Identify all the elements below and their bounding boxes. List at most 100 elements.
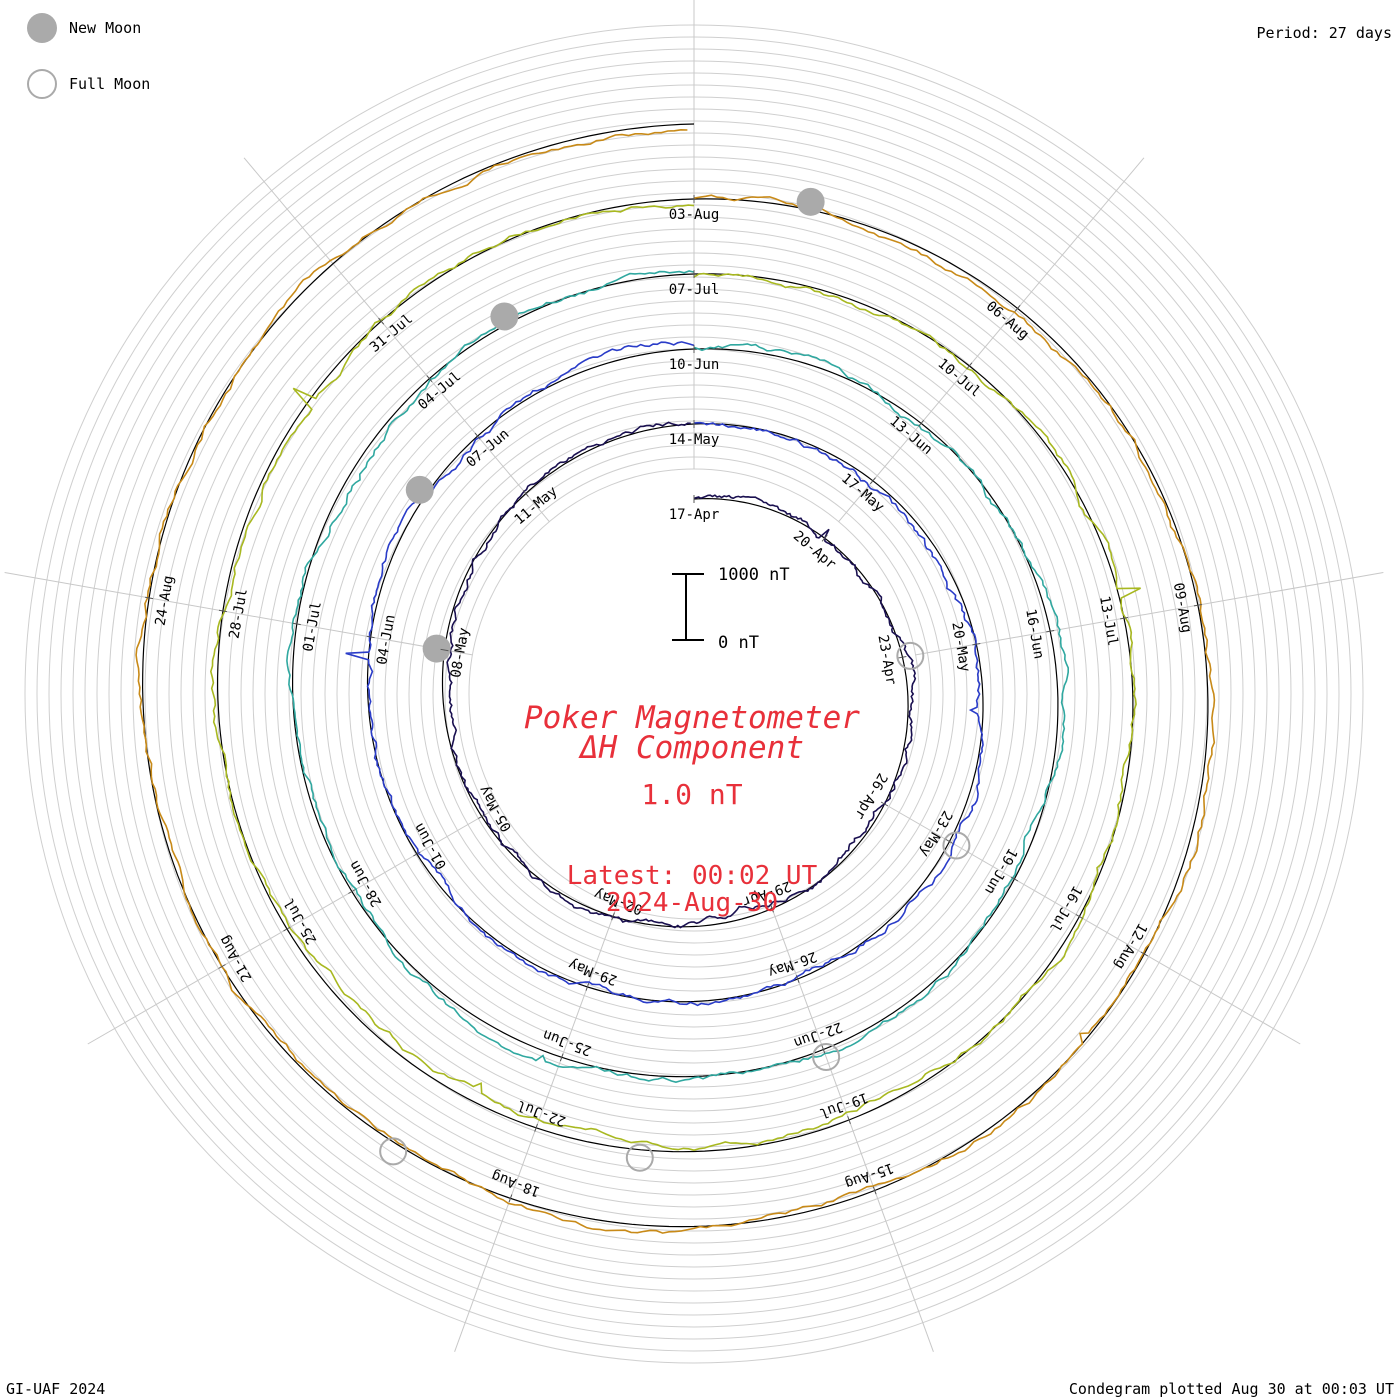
- date-label: 07-Jul: [669, 282, 720, 298]
- date-tick: [218, 609, 227, 613]
- scale-bottom-label: 0 nT: [718, 633, 759, 653]
- trace-4: [209, 204, 1141, 1152]
- full-moon-marker: [942, 831, 971, 860]
- chart-title: Poker Magnetometer: [524, 700, 860, 736]
- date-tick: [348, 889, 356, 894]
- date-tick: [478, 814, 486, 819]
- new-moon-label: New Moon: [69, 19, 142, 37]
- date-tick: [918, 419, 925, 427]
- date-tick: [522, 490, 529, 497]
- date-tick: [821, 1045, 826, 1054]
- trace-2: [345, 341, 984, 1007]
- date-tick: [585, 982, 590, 991]
- grid-spoke: [888, 806, 1301, 1045]
- trace-5: [135, 128, 1216, 1234]
- date-tick: [1140, 951, 1149, 957]
- date-tick: [869, 477, 876, 485]
- date-label: 31-Jul: [367, 311, 416, 356]
- date-tick: [218, 964, 226, 969]
- chart-grid: [4, 0, 1384, 1364]
- date-tick: [1193, 603, 1202, 607]
- trace-3: [286, 270, 1069, 1084]
- date-label: 11-May: [512, 483, 561, 528]
- date-tick: [972, 643, 981, 646]
- grid-ring: [456, 456, 932, 932]
- grid-spoke: [87, 806, 500, 1045]
- date-tick: [847, 1116, 851, 1124]
- date-label: 16-Jun: [1022, 608, 1047, 661]
- date-tick: [426, 375, 433, 383]
- date-tick: [880, 801, 889, 807]
- date-tick: [1046, 630, 1055, 633]
- date-label: 04-Jun: [374, 614, 399, 667]
- date-tick: [945, 839, 954, 844]
- date-tick: [795, 975, 800, 983]
- latest-date: 2024-Aug-30: [606, 888, 778, 918]
- date-tick: [283, 926, 291, 932]
- date-tick: [1014, 305, 1021, 312]
- date-tick: [611, 912, 615, 921]
- date-label: 17-Apr: [669, 507, 720, 523]
- date-label: 20-Apr: [790, 528, 839, 573]
- date-tick: [508, 1194, 513, 1203]
- trace-group: [135, 128, 1216, 1234]
- date-tick: [966, 362, 973, 370]
- full-moon-icon: [27, 69, 57, 99]
- date-tick: [872, 1186, 877, 1195]
- date-label: 21-Aug: [216, 933, 255, 985]
- full-moon-marker: [379, 1137, 408, 1166]
- new-moon-marker: [405, 475, 434, 504]
- scale-value: 1.0 nT: [641, 778, 742, 811]
- date-tick: [821, 534, 828, 542]
- baseline-spiral: [141, 123, 1209, 1228]
- date-tick: [145, 596, 154, 600]
- date-label: 23-Apr: [874, 634, 899, 687]
- date-label: 08-May: [448, 627, 473, 680]
- date-tick: [440, 648, 449, 652]
- full-moon-marker: [625, 1143, 654, 1172]
- plot-timestamp: Condegram plotted Aug 30 at 00:03 UT: [1068, 1380, 1394, 1398]
- date-tick: [1120, 616, 1129, 620]
- date-tick: [898, 656, 907, 659]
- full-moon-marker: [896, 641, 925, 670]
- grid-spoke: [4, 571, 473, 656]
- scale-bar: 1000 nT 0 nT: [672, 565, 790, 653]
- date-tick: [1075, 914, 1084, 919]
- date-label: 01-Jul: [300, 600, 325, 653]
- full-moon-label: Full Moon: [69, 75, 151, 93]
- date-label: 13-Jun: [886, 413, 935, 458]
- date-tick: [413, 851, 421, 857]
- date-labels: 17-Apr20-Apr23-Apr26-Apr29-Apr02-May05-M…: [145, 195, 1202, 1203]
- date-tick: [534, 1123, 538, 1132]
- grid-spoke: [838, 157, 1145, 522]
- date-label: 26-May: [766, 948, 819, 980]
- date-tick: [292, 622, 301, 626]
- date-label: 10-Jun: [669, 357, 720, 373]
- chart-subtitle: ΔH Component: [578, 730, 804, 766]
- date-tick: [378, 317, 385, 325]
- full-moon-marker: [812, 1043, 841, 1072]
- date-label: 28-Jul: [226, 587, 251, 640]
- date-label: 14-May: [669, 432, 720, 448]
- period-label: Period: 27 days: [1256, 24, 1392, 42]
- date-label: 18-Aug: [489, 1167, 542, 1199]
- date-tick: [559, 1053, 564, 1062]
- legend-new-moon: New Moon: [27, 13, 141, 43]
- date-tick: [474, 432, 481, 440]
- grid-spoke: [915, 571, 1384, 656]
- scale-top-label: 1000 nT: [718, 565, 790, 585]
- moon-markers: [379, 187, 971, 1172]
- grid-spoke: [243, 157, 550, 522]
- new-moon-icon: [27, 13, 57, 43]
- date-label: 09-Aug: [1170, 582, 1195, 635]
- date-tick: [770, 904, 774, 913]
- date-label: 13-Jul: [1096, 595, 1121, 648]
- date-label: 03-Aug: [669, 207, 720, 223]
- new-moon-marker: [490, 302, 519, 331]
- baseline-spiral-line: [141, 123, 1209, 1228]
- credit-label: GI-UAF 2024: [6, 1380, 106, 1398]
- date-label: 19-Jul: [817, 1089, 870, 1121]
- date-tick: [1010, 876, 1019, 882]
- new-moon-marker: [796, 187, 825, 216]
